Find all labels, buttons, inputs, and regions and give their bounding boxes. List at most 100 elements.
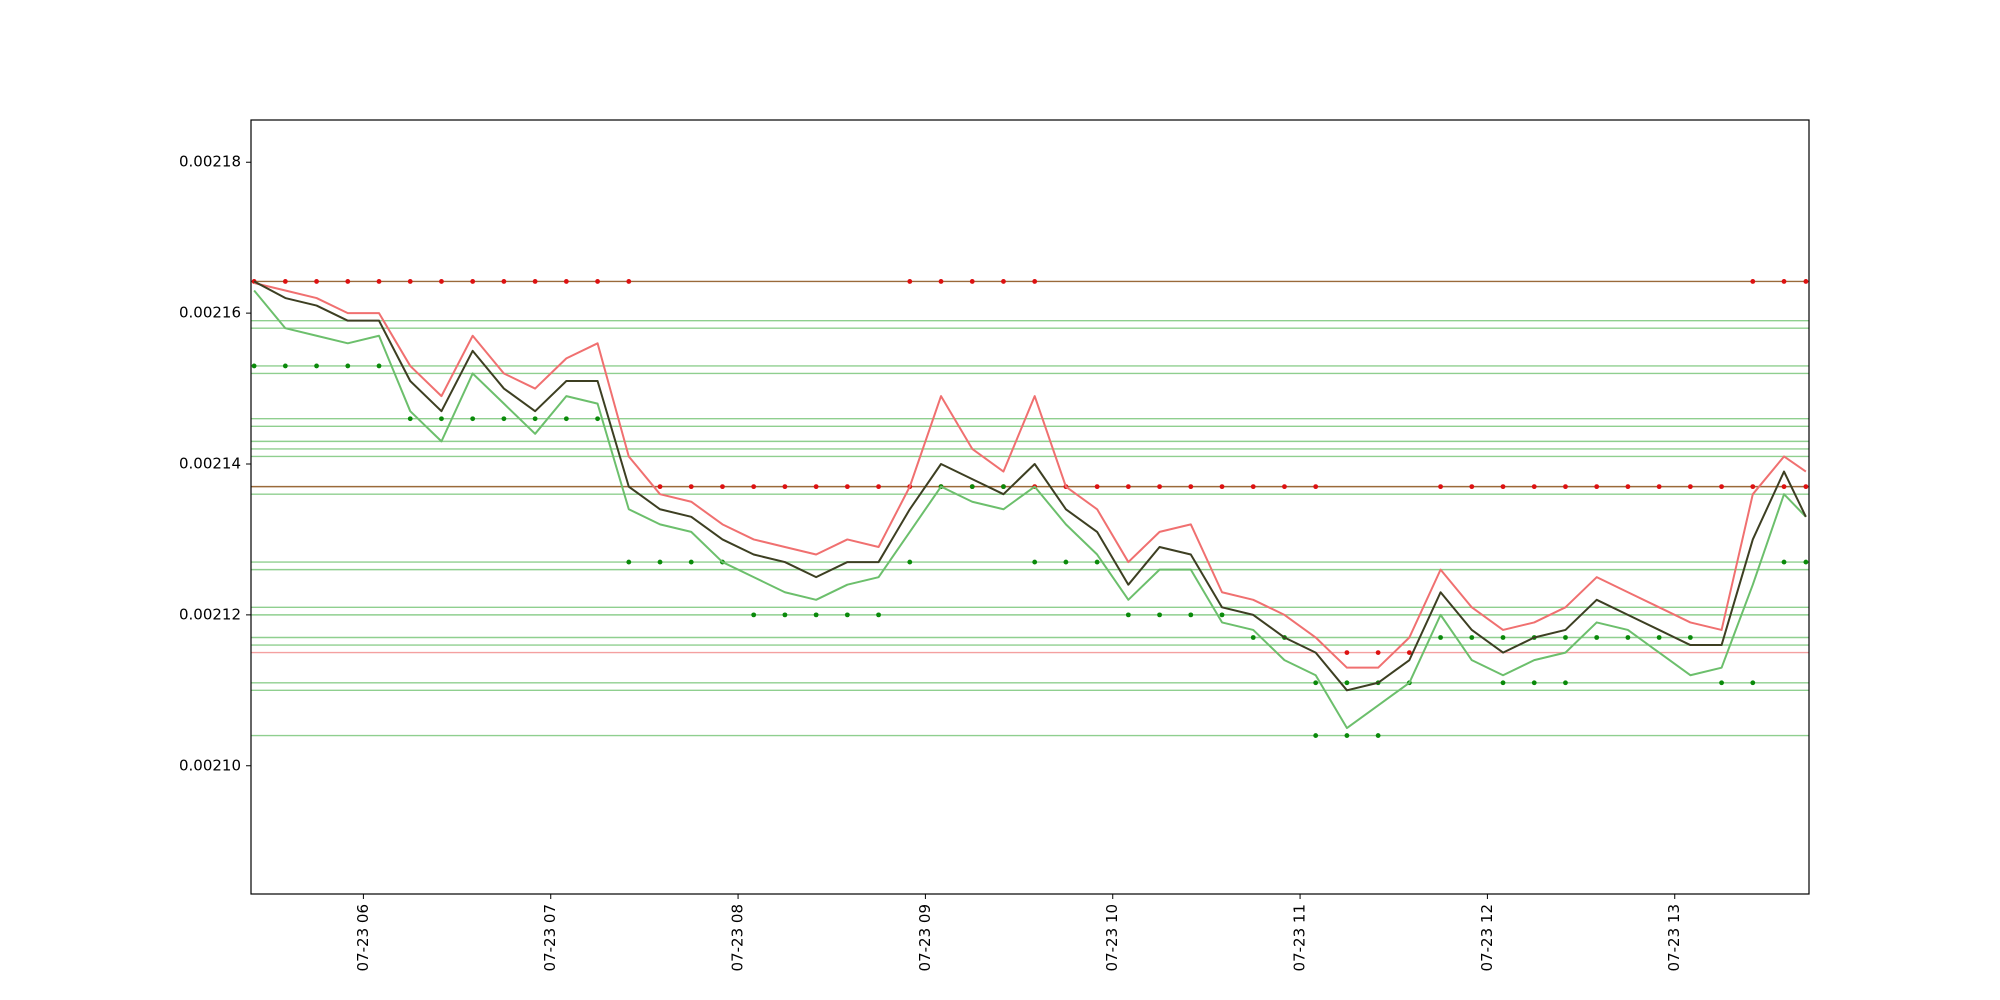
level-dot (969, 279, 975, 284)
level-dot (1406, 650, 1412, 655)
level-dot (407, 279, 413, 284)
level-dot (501, 279, 507, 284)
level-dot (1125, 484, 1131, 490)
level-dot (688, 559, 694, 565)
level-dot (282, 363, 288, 369)
level-dot (626, 279, 632, 284)
level-dot (626, 559, 632, 565)
level-dot (1563, 484, 1568, 490)
level-dot (782, 484, 788, 490)
x-tick-label: 07-23 12 (1478, 904, 1496, 971)
level-dot (876, 484, 881, 490)
level-dot (1094, 559, 1100, 565)
level-dot (1438, 484, 1443, 490)
level-dot (1001, 279, 1006, 284)
level-dot (1344, 680, 1350, 686)
level-dot (1500, 484, 1506, 490)
x-tick-label: 07-23 09 (916, 904, 934, 971)
level-dot (532, 279, 538, 284)
level-dot (345, 279, 351, 284)
level-dot (345, 363, 351, 369)
level-dot (1344, 733, 1350, 738)
level-dot (1469, 484, 1475, 490)
level-dot (1625, 635, 1631, 640)
axes-frame (250, 119, 1810, 895)
level-dot (439, 416, 444, 422)
level-dot (1375, 733, 1381, 738)
level-dot (1594, 635, 1600, 640)
level-dot (1531, 680, 1537, 686)
level-dot (844, 484, 850, 490)
x-tick-label: 07-23 10 (1103, 904, 1121, 971)
level-dot (1500, 635, 1506, 640)
level-dot (1803, 279, 1809, 284)
level-dot (1531, 484, 1537, 490)
level-dot (1313, 733, 1319, 738)
x-tick-label: 07-23 11 (1291, 904, 1309, 971)
level-dot (813, 612, 819, 618)
level-dot (1656, 484, 1662, 490)
level-dot (876, 612, 881, 618)
level-dot (1125, 612, 1131, 618)
level-dot (376, 279, 382, 284)
level-dot (969, 484, 975, 490)
level-dot (470, 279, 476, 284)
y-tick-label: 0.00212 (179, 605, 241, 623)
level-dot (251, 363, 257, 369)
level-dot (1687, 635, 1693, 640)
level-dot (595, 279, 600, 284)
level-dot (1500, 680, 1506, 686)
level-dot (1438, 635, 1443, 640)
level-dot (1594, 484, 1600, 490)
level-dot (439, 279, 444, 284)
level-dot (1803, 484, 1809, 490)
level-dot (751, 484, 757, 490)
level-dot (1625, 484, 1631, 490)
level-dot (938, 279, 944, 284)
price-line (253, 281, 1807, 669)
level-dot (657, 484, 663, 490)
level-dot (1563, 680, 1568, 686)
level-dot (1469, 635, 1475, 640)
level-dot (1313, 680, 1319, 686)
level-dot (532, 416, 538, 422)
level-dot (844, 612, 850, 618)
level-dot (1719, 484, 1724, 490)
level-dot (688, 484, 694, 490)
level-dot (314, 279, 319, 284)
level-dot (1094, 484, 1100, 490)
level-dot (1313, 484, 1319, 490)
level-dot (1282, 484, 1287, 490)
level-dot (720, 484, 725, 490)
level-dot (314, 363, 319, 369)
level-dot (1344, 650, 1350, 655)
level-dot (751, 612, 757, 618)
level-dot (1750, 680, 1756, 686)
x-tick-label: 07-23 13 (1665, 904, 1683, 971)
level-dot (1219, 484, 1225, 490)
level-dot (1750, 484, 1756, 490)
level-dot (470, 416, 476, 422)
level-dot (1750, 279, 1756, 284)
x-tick-label: 07-23 06 (354, 904, 372, 971)
x-tick-label: 07-23 08 (729, 904, 747, 971)
level-dot (1250, 484, 1256, 490)
level-dot (1803, 559, 1809, 565)
level-dot (407, 416, 413, 422)
x-tick-label: 07-23 07 (541, 904, 559, 971)
level-dot (907, 559, 913, 565)
level-dot (1563, 635, 1568, 640)
level-dot (907, 279, 913, 284)
y-tick-label: 0.00210 (179, 756, 241, 774)
level-dot (1157, 612, 1162, 618)
level-dot (563, 416, 569, 422)
level-dot (657, 559, 663, 565)
level-dot (1001, 484, 1006, 490)
level-dot (376, 363, 382, 369)
level-dot (813, 484, 819, 490)
plot-area (251, 279, 1809, 738)
level-dot (1781, 559, 1787, 565)
level-dot (1375, 650, 1381, 655)
